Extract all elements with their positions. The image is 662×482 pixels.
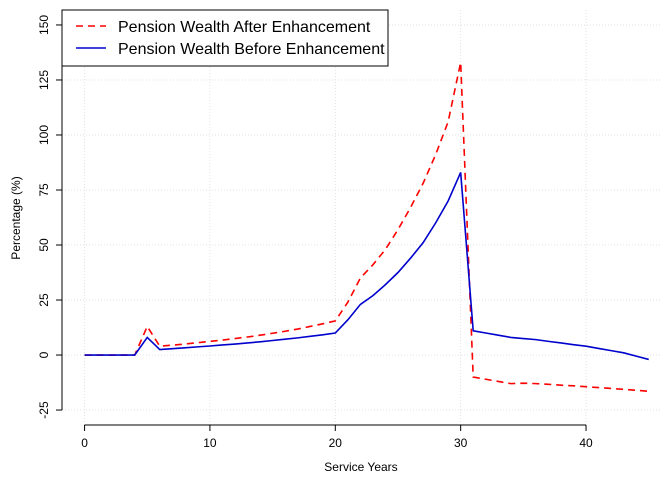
y-tick-label: -25 [37,401,51,419]
legend-label: Pension Wealth Before Enhancement [118,41,385,58]
x-axis-title: Service Years [324,460,397,474]
y-axis-title: Percentage (%) [9,176,23,259]
y-tick-label: 25 [37,293,51,307]
line [84,172,649,361]
x-tick-label: 0 [81,436,88,450]
x-tick-label: 40 [579,436,593,450]
legend-box [61,9,389,67]
y-tick-label: 0 [37,351,51,358]
y-tick-label: 75 [37,183,51,197]
x-tick-label: 10 [203,436,217,450]
line [84,62,649,393]
y-tick-label: 150 [37,15,51,35]
y-tick-label: 100 [37,125,51,145]
y-tick-label: 50 [37,238,51,252]
x-tick-label: 30 [454,436,468,450]
y-tick-label: 125 [37,70,51,90]
legend: Pension Wealth After Enhancement Pension … [61,9,389,67]
legend-label: Pension Wealth After Enhancement [118,19,371,36]
x-tick-label: 20 [329,436,343,450]
